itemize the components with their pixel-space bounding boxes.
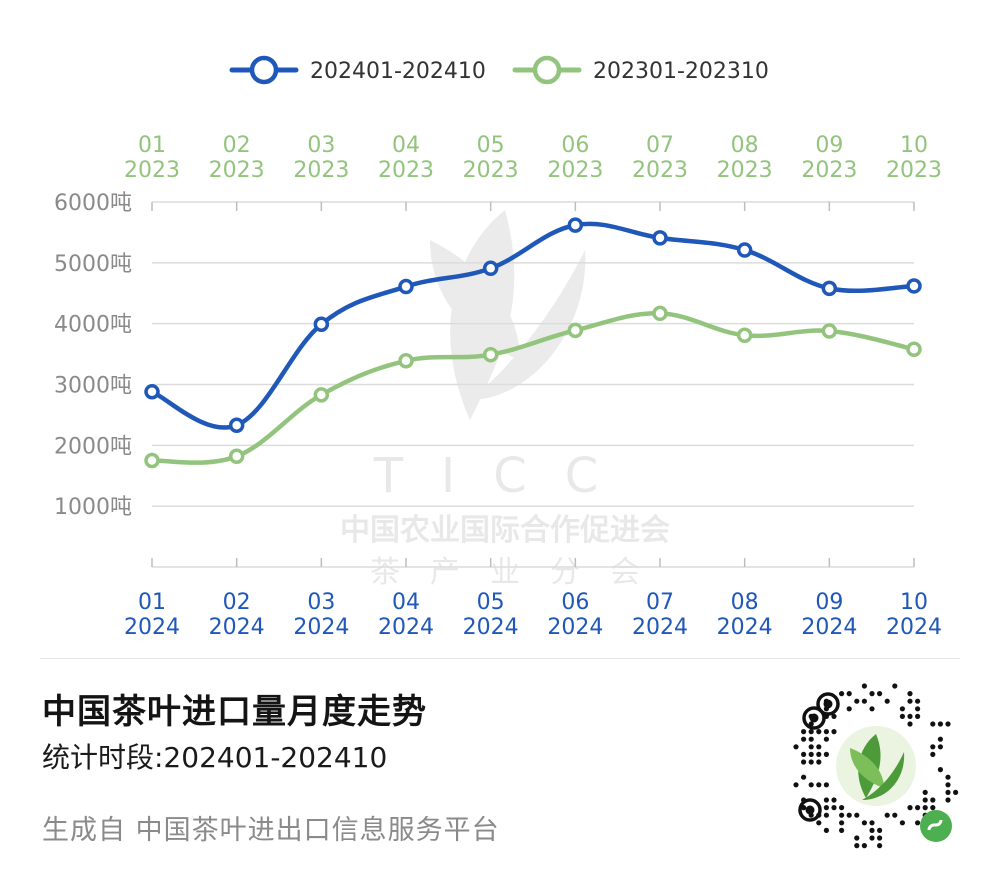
data-point[interactable]	[482, 346, 499, 363]
y-axis-ticks: 1000吨 2000吨 3000吨 4000吨 5000吨 6000吨	[54, 191, 132, 520]
data-point[interactable]	[652, 305, 668, 322]
series-layer	[144, 217, 922, 469]
legend-label: 202301-202310	[593, 59, 769, 84]
x-tick-month-bottom: 04	[392, 590, 420, 615]
source-note: 生成自 中国茶叶进出口信息服务平台	[42, 815, 500, 846]
watermark-line1: 中国农业国际合作促进会	[340, 513, 670, 548]
x-tick-month-bottom: 09	[815, 590, 843, 615]
leaf-logo-icon	[850, 734, 905, 800]
y-tick-label: 2000吨	[54, 434, 132, 459]
x-tick-month-bottom: 07	[646, 590, 674, 615]
data-point[interactable]	[144, 452, 160, 469]
line-chart: TICC 中国农业国际合作促进会 茶 产 业 分 会 1000吨 2000吨 300…	[54, 55, 942, 640]
y-tick-label: 5000吨	[54, 252, 132, 277]
x-tick-month-top: 02	[223, 133, 251, 158]
x-tick-year-bottom: 2024	[463, 615, 519, 640]
x-tick-month-top: 06	[561, 133, 589, 158]
x-tick-month-top: 07	[646, 133, 674, 158]
legend: 202401-202410 202301-202310	[229, 55, 769, 85]
watermark-line2: 茶 产 业 分 会	[370, 555, 640, 590]
x-tick-month-top: 08	[731, 133, 759, 158]
legend-marker	[249, 55, 279, 85]
x-tick-year-top: 2023	[886, 158, 942, 183]
data-point[interactable]	[398, 278, 414, 295]
y-tick-label: 6000吨	[54, 191, 132, 216]
data-point[interactable]	[313, 387, 330, 403]
series-202301-202310	[144, 305, 922, 469]
chart-period: 统计时段:202401-202410	[42, 741, 388, 774]
x-tick-month-top: 05	[477, 133, 505, 158]
data-point[interactable]	[398, 353, 414, 369]
x-tick-year-top: 2023	[209, 158, 265, 183]
series-line	[149, 311, 917, 465]
x-tick-month-top: 09	[815, 133, 843, 158]
data-point[interactable]	[821, 323, 838, 339]
legend-label: 202401-202410	[310, 59, 486, 84]
x-tick-year-top: 2023	[463, 158, 519, 183]
series-line	[149, 221, 917, 430]
data-point[interactable]	[228, 448, 245, 465]
series-202401-202410	[144, 217, 922, 434]
legend-marker	[532, 55, 562, 85]
x-tick-month-top: 03	[307, 133, 335, 158]
x-tick-year-bottom: 2024	[717, 615, 773, 640]
x-tick-year-top: 2023	[124, 158, 180, 183]
legend-item[interactable]: 202401-202410	[229, 55, 486, 85]
x-tick-year-top: 2023	[547, 158, 603, 183]
data-point[interactable]	[567, 322, 584, 339]
x-tick-month-bottom: 10	[900, 590, 928, 615]
y-tick-label: 3000吨	[54, 374, 132, 399]
y-tick-label: 4000吨	[54, 313, 132, 338]
data-point[interactable]	[313, 316, 330, 333]
data-point[interactable]	[144, 384, 160, 400]
y-tick-label: 1000吨	[54, 495, 132, 520]
x-tick-year-bottom: 2024	[378, 615, 434, 640]
x-tick-month-bottom: 05	[477, 590, 505, 615]
x-tick-year-bottom: 2024	[293, 615, 349, 640]
x-tick-year-bottom: 2024	[547, 615, 603, 640]
x-tick-month-top: 10	[900, 133, 928, 158]
data-point[interactable]	[736, 242, 753, 258]
x-tick-year-bottom: 2024	[124, 615, 180, 640]
x-tick-year-bottom: 2024	[209, 615, 265, 640]
x-tick-year-top: 2023	[632, 158, 688, 183]
watermark-brand: TICC	[373, 448, 637, 504]
watermark: TICC 中国农业国际合作促进会 茶 产 业 分 会	[340, 210, 670, 590]
x-axis-top: 0120230220230320230420230520230620230720…	[124, 133, 942, 183]
divider	[40, 658, 960, 659]
x-axis-bottom: 0120240220240320240420240520240620240720…	[124, 590, 942, 640]
data-point[interactable]	[228, 417, 245, 434]
x-tick-month-bottom: 08	[731, 590, 759, 615]
qr-code-icon[interactable]	[788, 678, 964, 854]
data-point[interactable]	[652, 230, 668, 246]
x-tick-month-bottom: 06	[561, 590, 589, 615]
x-tick-month-top: 04	[392, 133, 420, 158]
x-tick-month-bottom: 03	[307, 590, 335, 615]
data-point[interactable]	[906, 278, 922, 294]
data-point[interactable]	[736, 327, 753, 343]
x-tick-year-bottom: 2024	[886, 615, 942, 640]
data-point[interactable]	[482, 260, 499, 277]
x-tick-year-bottom: 2024	[632, 615, 688, 640]
x-tick-month-top: 01	[138, 133, 166, 158]
watermark-leaf-logo	[430, 210, 586, 420]
data-point[interactable]	[567, 217, 584, 233]
legend-item[interactable]: 202301-202310	[512, 55, 769, 85]
x-tick-month-bottom: 01	[138, 590, 166, 615]
x-tick-year-top: 2023	[801, 158, 857, 183]
x-tick-year-top: 2023	[378, 158, 434, 183]
x-tick-year-top: 2023	[717, 158, 773, 183]
data-point[interactable]	[821, 280, 838, 297]
grid-lines	[151, 201, 915, 568]
data-point[interactable]	[906, 341, 922, 357]
chart-title: 中国茶叶进口量月度走势	[42, 692, 427, 732]
x-tick-year-bottom: 2024	[801, 615, 857, 640]
x-tick-year-top: 2023	[293, 158, 349, 183]
x-tick-month-bottom: 02	[223, 590, 251, 615]
